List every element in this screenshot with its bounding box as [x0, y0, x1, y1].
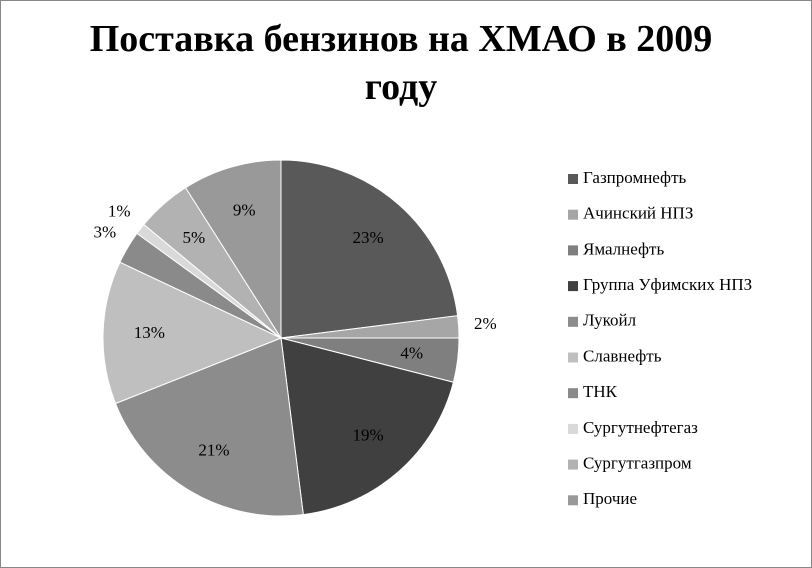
data-label: 1%	[108, 201, 131, 220]
legend-swatch	[568, 245, 578, 256]
pie-slice	[114, 337, 304, 517]
pie-slice	[280, 337, 455, 516]
legend-label: Ямалнефть	[583, 239, 664, 258]
legend-label: Газпромнефть	[583, 168, 686, 187]
legend-swatch	[568, 495, 578, 506]
legend-label: Группа Уфимских НПЗ	[583, 275, 752, 294]
legend-label: Славнефть	[583, 346, 662, 365]
legend-swatch	[568, 459, 578, 470]
data-label: 2%	[474, 314, 497, 333]
legend-swatch	[568, 209, 578, 220]
legend-label: Лукойл	[583, 311, 637, 330]
data-label: 13%	[134, 323, 165, 342]
legend-label: Сургутнефтегаз	[583, 418, 698, 437]
data-label: 9%	[233, 200, 256, 219]
chart-title: Поставка бензинов на ХМАО в 2009 году	[89, 18, 713, 108]
legend-swatch	[568, 316, 578, 327]
legend-label: ТНК	[583, 382, 618, 401]
legend-swatch	[568, 388, 578, 399]
data-label: 21%	[198, 440, 229, 459]
data-label: 23%	[353, 228, 384, 247]
legend-swatch	[568, 352, 578, 363]
data-label: 5%	[183, 228, 206, 247]
legend-label: Прочие	[583, 489, 637, 508]
legend-label: Сургутгазпром	[583, 454, 692, 473]
legend-swatch	[568, 281, 578, 292]
data-label: 19%	[353, 426, 384, 445]
legend-swatch	[568, 423, 578, 434]
pie-slice	[280, 159, 459, 339]
legend-swatch	[568, 174, 578, 184]
data-label: 3%	[93, 223, 116, 242]
data-label: 4%	[400, 343, 423, 362]
pie-slice	[102, 261, 283, 405]
legend-label: Ачинский НПЗ	[583, 204, 693, 223]
pie-slice	[184, 159, 282, 340]
